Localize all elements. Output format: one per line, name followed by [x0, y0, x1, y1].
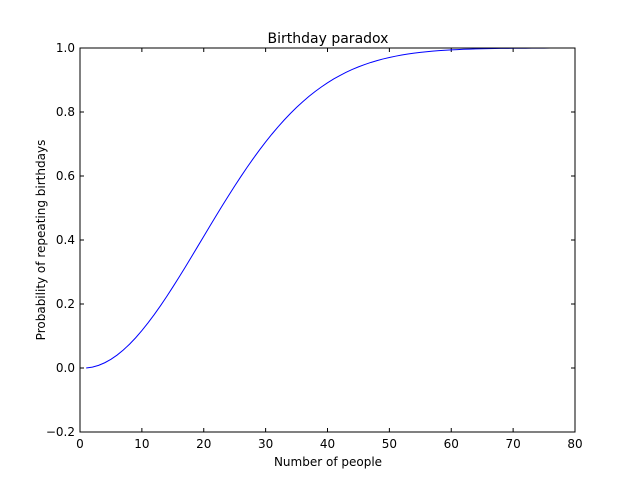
y-tick-label: 0.2	[56, 297, 75, 311]
x-tick-label: 0	[76, 437, 84, 451]
series-line	[86, 47, 575, 369]
y-tick-label: 0.0	[56, 361, 75, 375]
ticks-layer: 0 10 20 30 40 50 60 70 80 −0.2 0.0 0.2 0.4 0.6 0.8 1.0	[46, 41, 583, 451]
chart-title: Birthday paradox	[268, 31, 389, 47]
x-tick-label: 10	[134, 437, 149, 451]
plot-layer	[86, 47, 575, 369]
x-tick-label: 50	[382, 437, 397, 451]
x-tick-label: 40	[320, 437, 335, 451]
x-tick-label: 30	[258, 437, 273, 451]
x-tick-label: 80	[567, 437, 582, 451]
y-tick-label: 0.8	[56, 105, 75, 119]
y-tick-label: −0.2	[46, 425, 75, 439]
x-axis-label: Number of people	[274, 455, 382, 469]
y-tick-label: 0.6	[56, 169, 75, 183]
axes-frame	[79, 47, 576, 433]
y-tick-label: 0.4	[56, 233, 75, 247]
x-tick-label: 70	[505, 437, 520, 451]
y-tick-label: 1.0	[56, 41, 75, 55]
x-tick-label: 20	[196, 437, 211, 451]
x-tick-label: 60	[444, 437, 459, 451]
y-axis-label: Probability of repeating birthdays	[34, 140, 48, 341]
